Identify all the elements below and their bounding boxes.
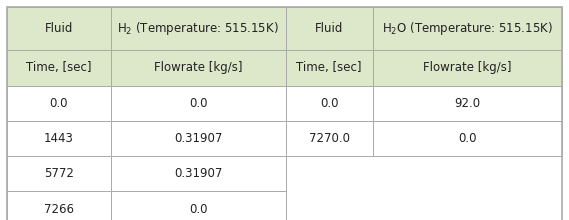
Text: Fluid: Fluid — [315, 22, 343, 35]
FancyBboxPatch shape — [7, 121, 111, 156]
FancyBboxPatch shape — [373, 86, 562, 121]
Text: Flowrate [kg/s]: Flowrate [kg/s] — [154, 61, 242, 74]
Text: 0.31907: 0.31907 — [174, 132, 222, 145]
FancyBboxPatch shape — [7, 7, 111, 50]
Text: Fluid: Fluid — [45, 22, 73, 35]
Text: 0.0: 0.0 — [320, 97, 339, 110]
FancyBboxPatch shape — [373, 50, 562, 86]
Text: 7270.0: 7270.0 — [308, 132, 350, 145]
FancyBboxPatch shape — [111, 50, 286, 86]
FancyBboxPatch shape — [111, 7, 286, 50]
FancyBboxPatch shape — [111, 191, 286, 220]
Text: 0.0: 0.0 — [189, 97, 208, 110]
Text: 0.0: 0.0 — [50, 97, 68, 110]
FancyBboxPatch shape — [111, 86, 286, 121]
FancyBboxPatch shape — [286, 121, 373, 156]
FancyBboxPatch shape — [373, 7, 562, 50]
Text: H$_2$O (Temperature: 515.15K): H$_2$O (Temperature: 515.15K) — [382, 20, 553, 37]
FancyBboxPatch shape — [7, 50, 111, 86]
FancyBboxPatch shape — [7, 156, 111, 191]
Text: 7266: 7266 — [44, 202, 74, 216]
Text: Flowrate [kg/s]: Flowrate [kg/s] — [423, 61, 512, 74]
Text: Time, [sec]: Time, [sec] — [26, 61, 92, 74]
Text: 0.0: 0.0 — [189, 202, 208, 216]
Text: 92.0: 92.0 — [455, 97, 480, 110]
FancyBboxPatch shape — [111, 121, 286, 156]
FancyBboxPatch shape — [286, 86, 373, 121]
FancyBboxPatch shape — [111, 156, 286, 191]
Text: 0.31907: 0.31907 — [174, 167, 222, 180]
FancyBboxPatch shape — [286, 50, 373, 86]
Text: Time, [sec]: Time, [sec] — [296, 61, 362, 74]
FancyBboxPatch shape — [373, 121, 562, 156]
FancyBboxPatch shape — [7, 191, 111, 220]
Text: 1443: 1443 — [44, 132, 74, 145]
Text: 5772: 5772 — [44, 167, 74, 180]
Text: H$_2$ (Temperature: 515.15K): H$_2$ (Temperature: 515.15K) — [117, 20, 279, 37]
Text: 0.0: 0.0 — [458, 132, 477, 145]
FancyBboxPatch shape — [286, 7, 373, 50]
FancyBboxPatch shape — [7, 86, 111, 121]
